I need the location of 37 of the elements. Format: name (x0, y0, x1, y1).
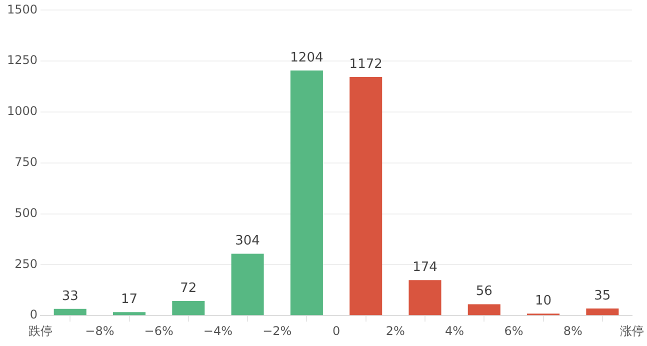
bar (468, 304, 500, 316)
bar (350, 76, 382, 316)
x-tick-label: −8% (85, 324, 114, 338)
bar (54, 308, 86, 316)
x-tick-label: −4% (203, 324, 233, 338)
data-label: 1172 (349, 56, 382, 72)
y-tick-label: 1500 (6, 2, 38, 16)
y-tick-label: 750 (14, 155, 38, 170)
x-tick-label: 跌停 (28, 324, 53, 338)
bar (112, 312, 146, 316)
data-label: 56 (476, 284, 492, 300)
x-tick-label: 2% (386, 324, 405, 338)
data-label: 1204 (290, 50, 324, 66)
x-tick-label: 涨停 (620, 324, 644, 338)
x-tick-label: 4% (445, 324, 464, 338)
x-tick-label: 8% (563, 324, 582, 338)
data-label: 10 (535, 293, 552, 308)
bar (586, 308, 619, 316)
x-tick-label: 6% (504, 324, 524, 338)
data-label: 35 (594, 288, 611, 304)
y-tick-label: 250 (14, 256, 38, 271)
x-tick-label: −2% (262, 324, 292, 338)
y-tick-label: 1250 (6, 53, 38, 68)
data-label: 17 (120, 292, 138, 308)
y-tick-label: 1000 (6, 104, 38, 118)
y-tick-label: 500 (14, 206, 38, 220)
y-tick-label: 0 (30, 308, 38, 322)
x-tick-label: −6% (144, 324, 174, 338)
x-tick-label: 0 (332, 324, 340, 338)
bar (408, 280, 442, 316)
bar (290, 70, 323, 316)
bar (172, 300, 205, 316)
bar (231, 254, 264, 316)
data-label: 72 (180, 280, 197, 296)
data-label: 304 (235, 234, 260, 249)
data-label: 33 (62, 288, 78, 304)
data-label: 174 (412, 260, 438, 276)
